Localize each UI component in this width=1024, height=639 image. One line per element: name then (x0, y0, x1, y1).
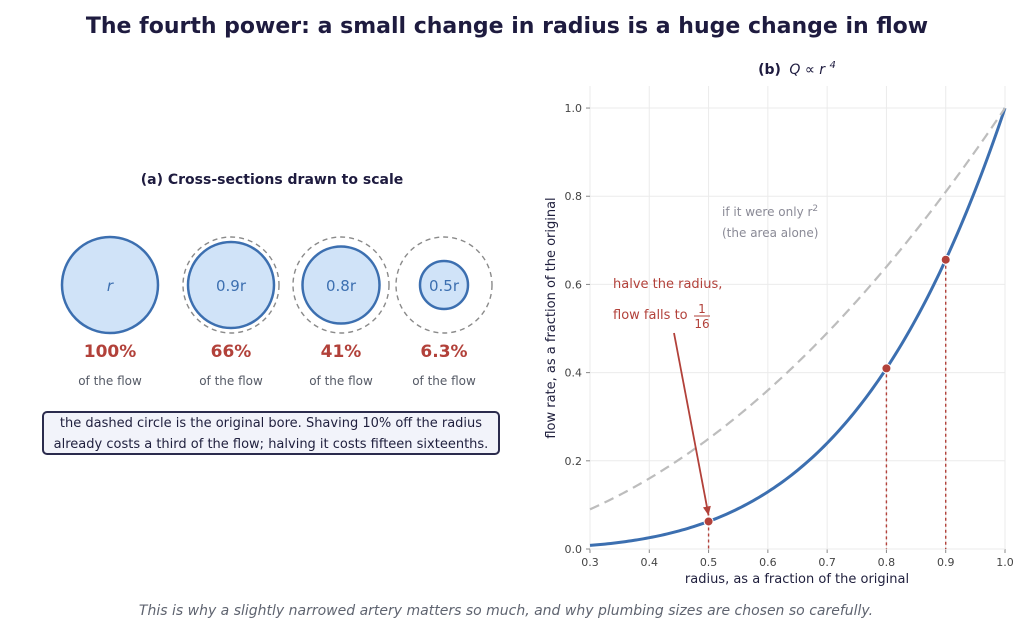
fourth-power-curve (589, 107, 1007, 547)
flow-percent-0-8: 41% (320, 342, 362, 362)
y-tick-label: 1.0 (565, 102, 583, 115)
original-bore-dashed (182, 236, 280, 334)
original-bore-dashed (395, 236, 493, 334)
radius-label-0-9: 0.9r (216, 277, 247, 295)
x-tick-label: 0.5 (700, 556, 718, 569)
data-markers (703, 254, 951, 549)
bore-circle-full (60, 235, 160, 335)
original-bore-dashed (292, 236, 390, 334)
panel-a-title: (a) Cross-sections drawn to scale (140, 172, 404, 188)
y-tick-label: 0.6 (565, 278, 583, 291)
area-only-curve (589, 107, 1006, 511)
cross-section-full: r (60, 235, 160, 335)
flow-percent-0-9: 66% (210, 342, 252, 362)
y-tick-label: 0.2 (565, 455, 583, 468)
cross-section-0-5: 0.5r (395, 236, 493, 334)
flow-percent-0-5: 6.3% (420, 342, 468, 362)
radius-label-full: r (107, 277, 114, 295)
x-tick-label: 0.8 (878, 556, 896, 569)
note-line-2: already costs a third of the flow; halvi… (53, 437, 489, 452)
main-title: The fourth power: a small change in radi… (85, 14, 929, 39)
flow-label: of the flow (199, 374, 263, 388)
cross-section-0-9: 0.9r (182, 236, 280, 334)
note-line-1: the dashed circle is the original bore. … (59, 416, 483, 431)
x-axis-label: radius, as a fraction of the original (685, 572, 909, 587)
flow-label: of the flow (412, 374, 476, 388)
explanation-note: the dashed circle is the original bore. … (42, 411, 500, 455)
arrow-head (702, 505, 711, 516)
series-lines (589, 107, 1007, 547)
x-tick-label: 0.7 (818, 556, 836, 569)
squared-annotation-text: if it were only r (722, 205, 812, 219)
cross-section-0-8: 0.8r (292, 236, 390, 334)
halve-annotation-line1: halve the radius, (613, 277, 722, 292)
grid-lines (586, 86, 1006, 553)
bore-circle-0-9 (186, 240, 276, 330)
annotation-arrow (673, 332, 711, 516)
chart-title: (b) Q ∝ r 4 (758, 60, 836, 78)
x-tick-label: 1.0 (996, 556, 1014, 569)
flow-label: of the flow (309, 374, 373, 388)
tick-labels: 0.3 0.4 0.5 0.6 0.7 0.8 0.9 1.0 0.0 0.2 0.4 0.6 0.8 1… (565, 102, 1014, 569)
squared-annotation-exponent: 2 (812, 204, 818, 214)
halve-annotation-line2: flow falls to (613, 308, 688, 323)
chart-title-formula: Q ∝ r (789, 62, 826, 78)
arrow-shaft (673, 332, 710, 516)
flow-percent-full: 100% (83, 342, 137, 362)
flow-label: of the flow (78, 374, 142, 388)
x-tick-label: 0.4 (641, 556, 659, 569)
bore-circle-0-8 (301, 245, 381, 325)
bore-circle-0-5 (418, 259, 470, 311)
chart-title-prefix: (b) (758, 62, 781, 78)
x-tick-label: 0.6 (759, 556, 777, 569)
squared-annotation-line1: if it were only r2 (722, 204, 818, 219)
squared-annotation-line2: (the area alone) (722, 226, 818, 240)
footer-caption: This is why a slightly narrowed artery m… (138, 603, 874, 619)
y-tick-label: 0.8 (565, 190, 583, 203)
radius-label-0-8: 0.8r (326, 277, 357, 295)
chart-title-exponent: 4 (830, 60, 836, 71)
fraction-denominator: 16 (694, 317, 709, 331)
y-tick-label: 0.4 (565, 367, 583, 380)
fraction-numerator: 1 (698, 302, 706, 316)
data-point-marker (940, 254, 951, 265)
y-axis-label: flow rate, as a fraction of the original (544, 197, 559, 438)
radius-label-0-5: 0.5r (429, 277, 460, 295)
data-point-marker (703, 516, 714, 527)
x-tick-label: 0.9 (937, 556, 955, 569)
x-tick-label: 0.3 (581, 556, 599, 569)
data-point-marker (881, 363, 892, 374)
y-tick-label: 0.0 (565, 543, 583, 556)
